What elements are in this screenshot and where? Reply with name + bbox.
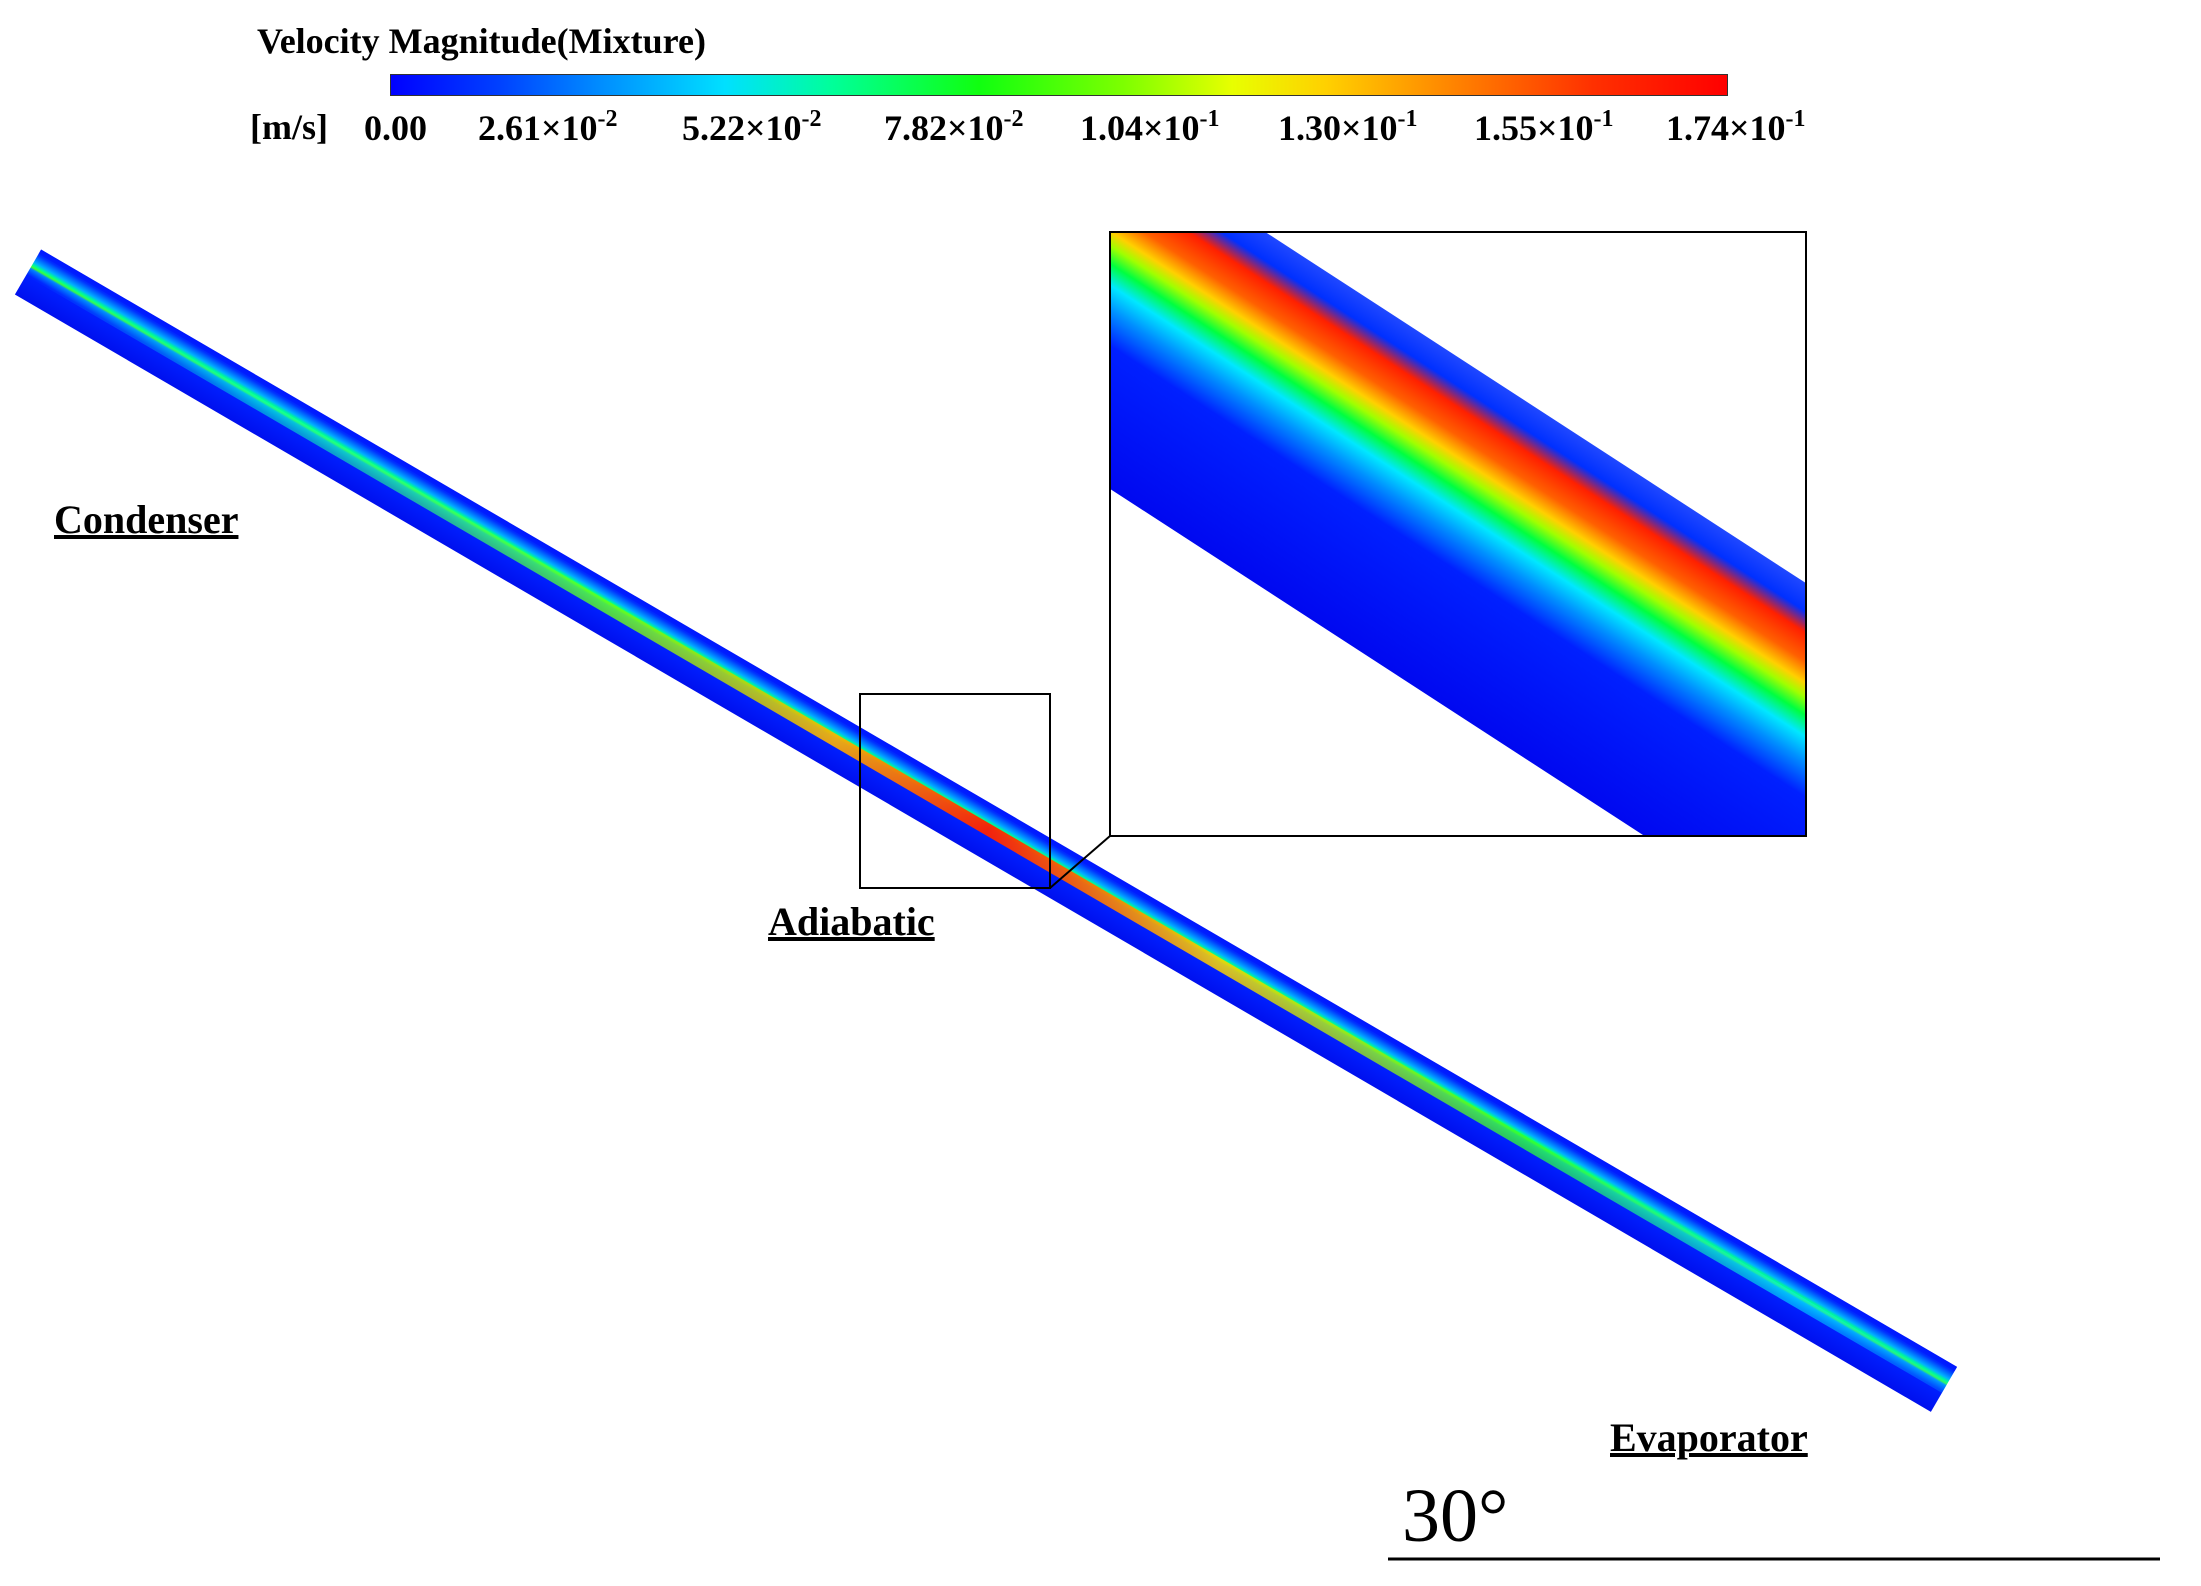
- legend-title: Velocity Magnitude(Mixture): [257, 21, 706, 61]
- legend-colorbar: [390, 74, 1728, 96]
- heat-pipe: [14, 249, 1958, 1412]
- legend-tick-4: 1.04×10-1: [1080, 106, 1220, 148]
- legend-tick-3: 7.82×10-2: [884, 106, 1024, 148]
- legend-tick-7: 1.74×10-1: [1666, 106, 1806, 148]
- legend-tick-0: 0.00: [364, 108, 427, 148]
- legend-tick-6: 1.55×10-1: [1474, 106, 1614, 148]
- zoom-inset: [1110, 232, 1806, 836]
- zoom-connector-line: [1049, 835, 1111, 889]
- legend-tick-1: 2.61×10-2: [478, 106, 618, 148]
- zoom-region-box: [859, 693, 1051, 889]
- legend-unit: [m/s]: [250, 107, 328, 147]
- condenser-label: Condenser: [54, 497, 239, 542]
- zoom-inset-frame: [1109, 231, 1807, 837]
- inclination-angle-label: 30°: [1402, 1474, 1509, 1558]
- legend-tick-2: 5.22×10-2: [682, 106, 822, 148]
- evaporator-label: Evaporator: [1610, 1415, 1808, 1460]
- adiabatic-label: Adiabatic: [768, 899, 935, 944]
- legend-tick-5: 1.30×10-1: [1278, 106, 1418, 148]
